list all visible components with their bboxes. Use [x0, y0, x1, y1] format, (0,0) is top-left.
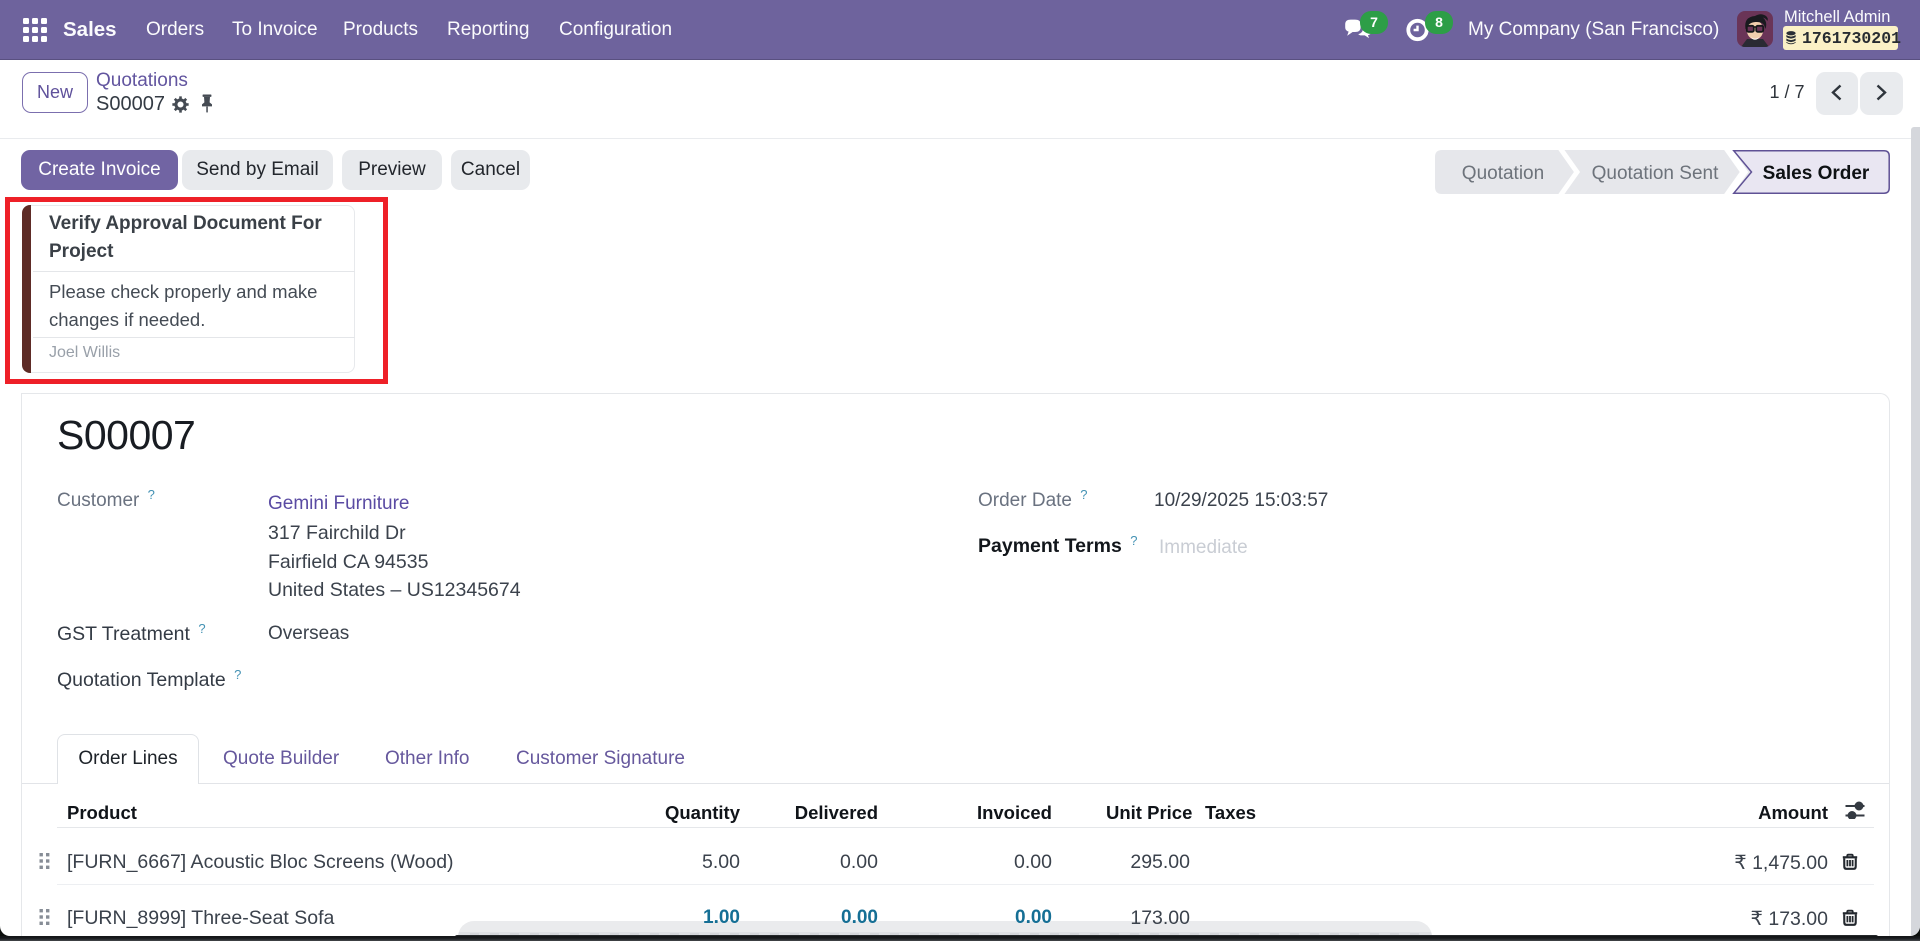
svg-text:Quotation Sent: Quotation Sent — [1592, 163, 1719, 184]
svg-text:Quotation: Quotation — [1462, 163, 1544, 184]
svg-text:Sales Order: Sales Order — [1763, 163, 1870, 184]
